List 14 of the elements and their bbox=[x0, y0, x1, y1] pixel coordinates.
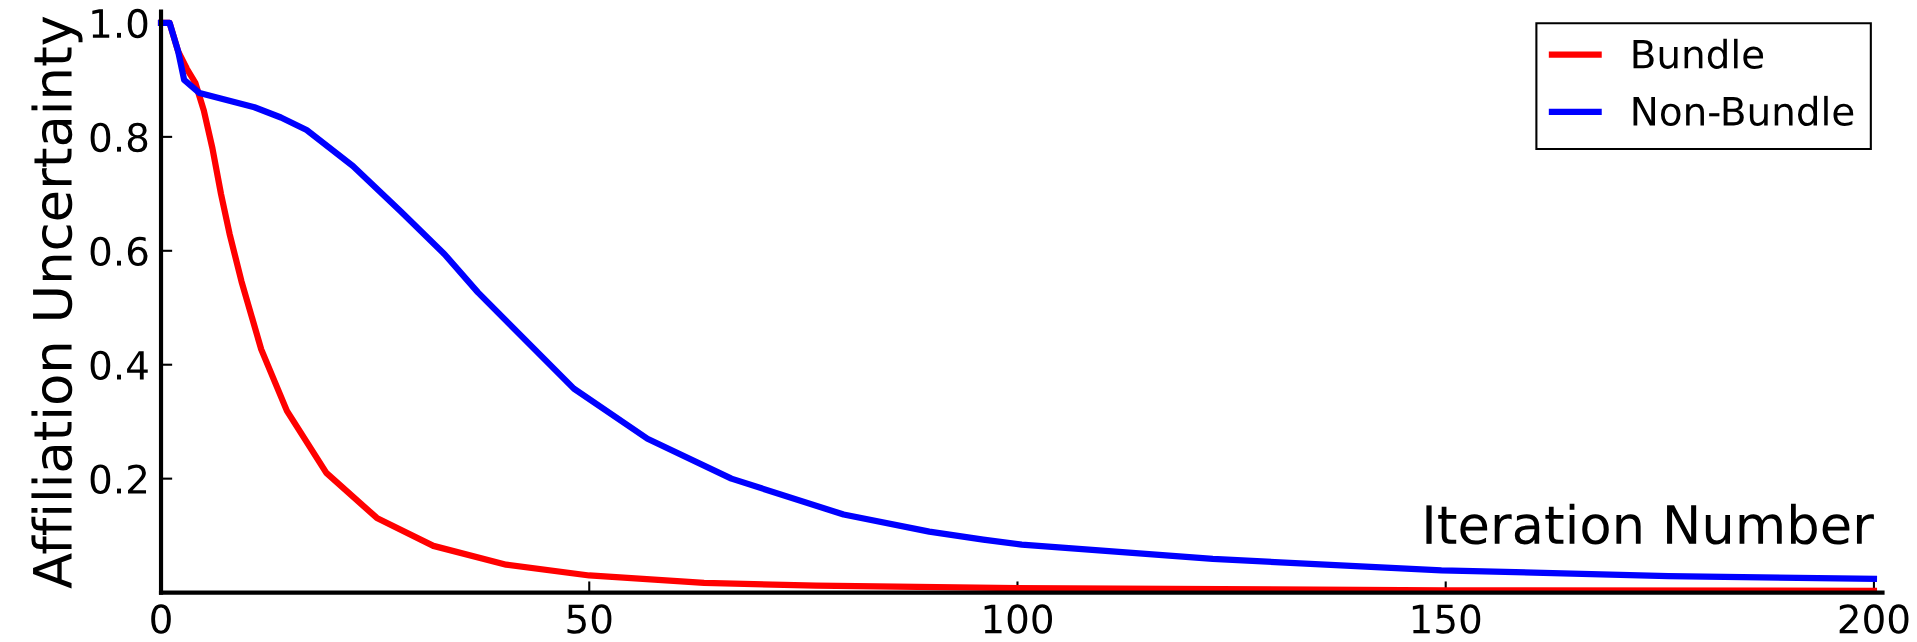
y-tick-label: 0.6 bbox=[90, 236, 148, 267]
y-tick-label: 0.2 bbox=[90, 464, 147, 494]
x-axis-title: Iteration Number bbox=[1426, 503, 1874, 545]
legend-label: Non-Bundle bbox=[1633, 95, 1854, 126]
y-tick-label: 0.4 bbox=[90, 350, 148, 381]
y-tick-label: 1.0 bbox=[92, 8, 148, 39]
x-tick-label: 200 bbox=[1839, 604, 1909, 634]
y-axis-title: Affiliation Uncertainty bbox=[31, 16, 83, 589]
y-tick-label: 0.8 bbox=[90, 122, 148, 153]
x-tick-label: 0 bbox=[151, 604, 171, 634]
legend-label: Bundle bbox=[1633, 38, 1764, 69]
x-tick-label: 150 bbox=[1412, 604, 1481, 634]
x-tick-label: 100 bbox=[984, 604, 1053, 634]
x-tick-label: 50 bbox=[567, 604, 612, 634]
